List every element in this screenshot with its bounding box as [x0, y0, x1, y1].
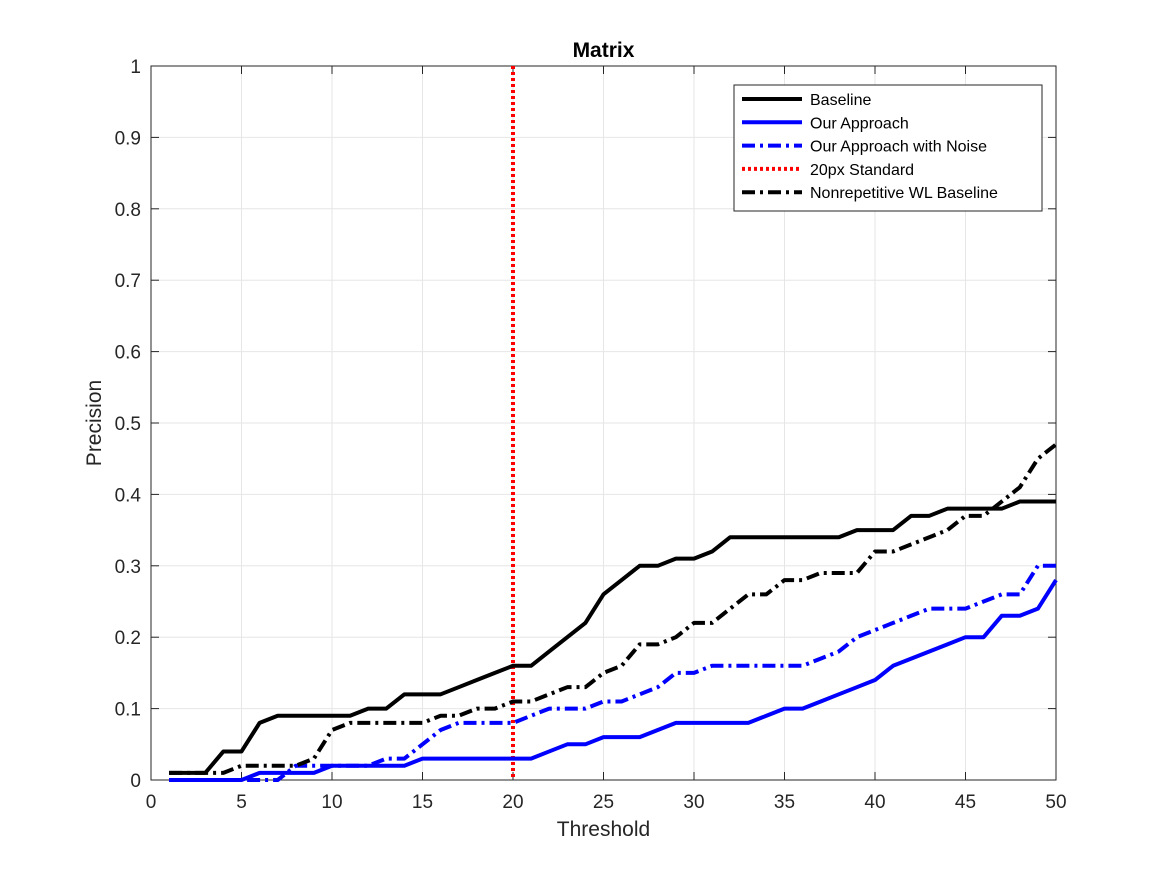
x-tick-label: 50 — [1045, 792, 1066, 813]
legend-entry-label: Our Approach — [810, 115, 909, 132]
legend: Baseline Our Approach Our Approach with No… — [733, 84, 1043, 212]
x-tick-label: 40 — [864, 792, 885, 813]
y-tick-label: 1 — [130, 57, 141, 78]
series-lines — [169, 66, 1058, 782]
legend-entry-label: Our Approach with Noise — [810, 139, 987, 156]
x-tick-label: 25 — [593, 792, 614, 813]
y-tick-label: 0.6 — [115, 343, 141, 364]
legend-entry-label: Nonrepetitive WL Baseline — [810, 185, 998, 202]
x-tick-label: 45 — [955, 792, 976, 813]
y-tick-label: 0.2 — [115, 628, 141, 649]
y-tick-label: 0.9 — [115, 128, 141, 149]
y-tick-label: 0.5 — [115, 414, 141, 435]
x-tick-label: 15 — [412, 792, 433, 813]
y-tick-label: 0.7 — [115, 271, 141, 292]
x-axis-label: Threshold — [557, 818, 650, 841]
legend-box — [733, 84, 1043, 212]
y-tick-label: 0.3 — [115, 557, 141, 578]
x-tick-label: 0 — [146, 792, 157, 813]
x-tick-label: 5 — [236, 792, 247, 813]
x-tick-label: 30 — [683, 792, 704, 813]
axis-ticks: 0 5 10 15 20 25 30 35 40 45 50 0 0.1 0.2 0.3 0.4 0.5 0.6 0… — [115, 57, 1067, 813]
x-tick-label: 10 — [321, 792, 342, 813]
series-line-nonrepetitive-wl-baseline — [169, 442, 1058, 775]
y-tick-label: 0 — [130, 771, 141, 792]
series-line-our-approach — [169, 579, 1058, 782]
chart-title: Matrix — [573, 39, 635, 62]
y-tick-label: 0.8 — [115, 200, 141, 221]
y-tick-label: 0.4 — [115, 485, 142, 506]
series-line-baseline — [169, 499, 1056, 775]
legend-entry-label: 20px Standard — [810, 162, 914, 179]
y-tick-label: 0.1 — [115, 700, 141, 721]
series-line-our-approach-with-noise — [169, 563, 1056, 782]
x-tick-label: 20 — [502, 792, 523, 813]
y-axis-label: Precision — [83, 380, 106, 466]
x-tick-label: 35 — [774, 792, 795, 813]
legend-entry-label: Baseline — [810, 92, 871, 109]
